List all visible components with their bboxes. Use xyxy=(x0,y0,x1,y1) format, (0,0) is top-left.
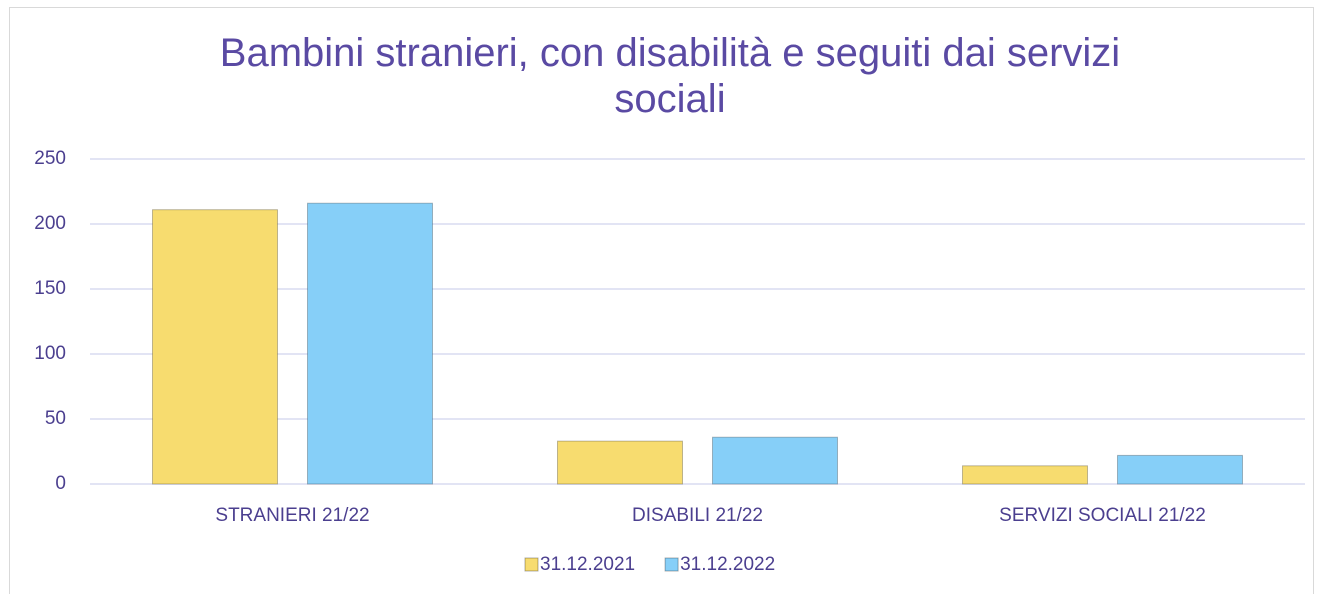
legend-swatch xyxy=(524,557,539,572)
bar xyxy=(152,209,278,485)
y-tick-label: 250 xyxy=(34,148,66,169)
y-tick-label: 200 xyxy=(34,213,66,234)
y-tick-label: 50 xyxy=(45,408,66,429)
x-tick-label: DISABILI 21/22 xyxy=(632,505,763,526)
x-tick-label: SERVIZI SOCIALI 21/22 xyxy=(999,505,1206,526)
y-tick-label: 150 xyxy=(34,278,66,299)
bar xyxy=(712,436,838,485)
bar xyxy=(307,202,433,485)
chart-frame xyxy=(9,7,1314,594)
y-tick-label: 100 xyxy=(34,343,66,364)
chart-title: Bambini stranieri, con disabilità e segu… xyxy=(219,31,1121,121)
legend-label: 31.12.2021 xyxy=(540,554,635,575)
bar xyxy=(557,440,683,485)
legend-label: 31.12.2022 xyxy=(680,554,775,575)
bar xyxy=(1117,454,1243,485)
x-tick-label: STRANIERI 21/22 xyxy=(215,505,369,526)
legend-swatch xyxy=(664,557,679,572)
bar xyxy=(962,465,1088,485)
y-tick-label: 0 xyxy=(55,473,66,494)
